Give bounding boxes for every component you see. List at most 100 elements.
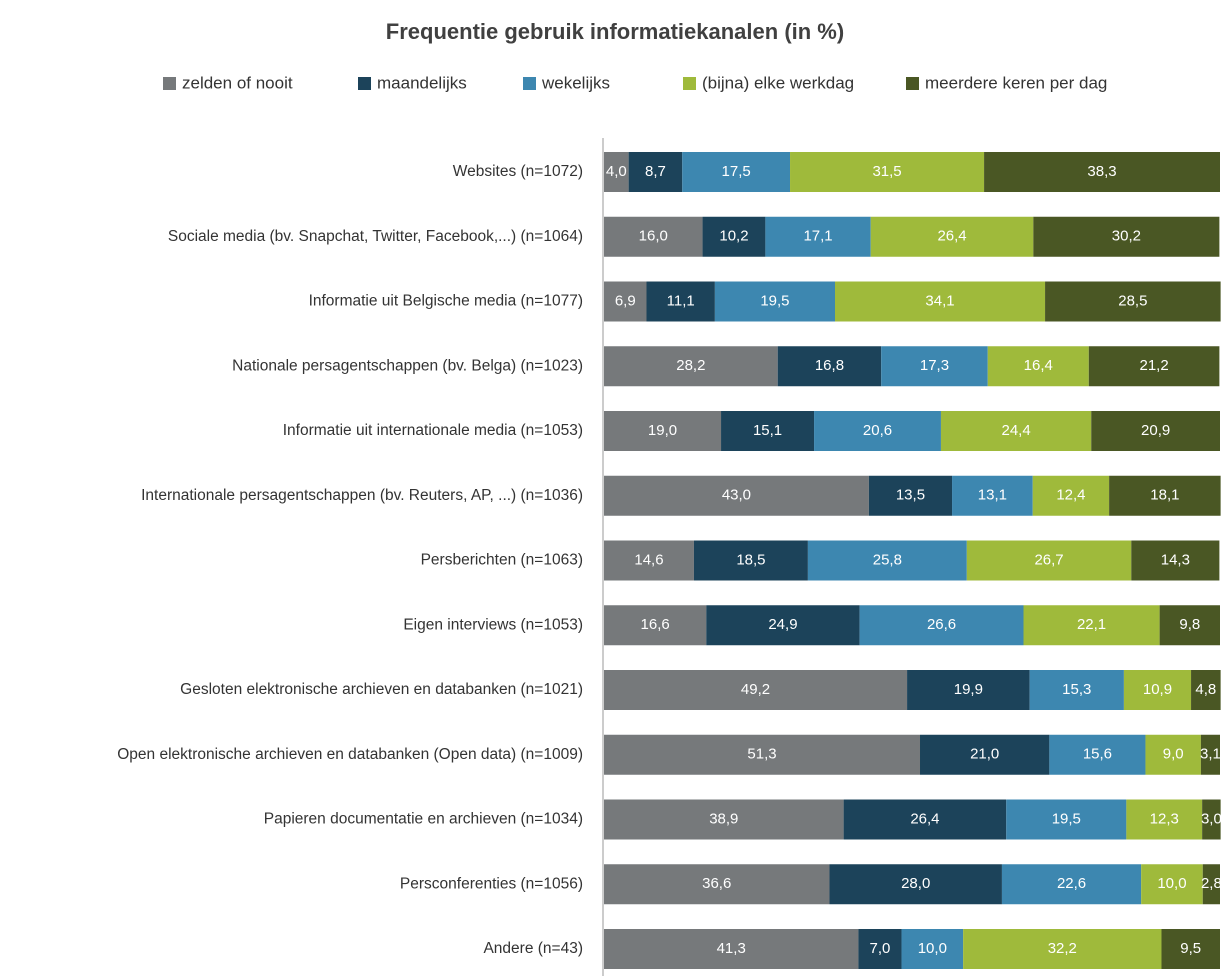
data-label: 49,2 [741,681,770,698]
bar-segment [706,605,860,646]
data-label: 30,2 [1112,228,1141,245]
bar-segment [682,152,791,192]
bar-segment [984,152,1220,192]
y-tick-label: Sociale media (bv. Snapchat, Twitter, Fa… [168,228,583,245]
legend-label: (bijna) elke werkdag [702,73,854,92]
bar-segment [843,799,1007,840]
bar-segment [721,411,815,451]
bar-segment [1088,346,1220,387]
data-label: 21,0 [970,746,999,763]
data-label: 3,0 [1201,810,1222,827]
bar-segment [881,346,988,387]
y-tick-label: Websites (n=1072) [453,163,583,180]
bar-segment [1109,475,1221,516]
bar-segment [604,929,859,969]
bar-segment [646,281,715,322]
data-label: 7,0 [870,940,891,957]
data-label: 13,5 [896,487,925,504]
data-label: 12,3 [1150,810,1179,827]
data-label: 12,4 [1056,487,1085,504]
legend-swatch [523,77,536,90]
data-label: 4,8 [1195,681,1216,698]
data-label: 28,0 [901,875,930,892]
data-label: 2,8 [1201,875,1222,892]
chart-title: Frequentie gebruik informatiekanalen (in… [386,19,844,44]
data-label: 43,0 [722,487,751,504]
bar-segment [604,670,908,710]
data-label: 16,4 [1024,357,1053,374]
data-label: 20,9 [1141,422,1170,439]
data-label: 26,7 [1034,551,1063,568]
bar-segment [859,605,1024,646]
bar-segment [1033,216,1220,257]
bar-segment [1161,929,1220,969]
bar-segment [987,346,1089,387]
bar-segment [1145,734,1201,775]
legend-label: wekelijks [541,73,610,92]
data-label: 41,3 [717,940,746,957]
data-label: 17,3 [920,357,949,374]
bar-segment [604,734,921,775]
bar-segment [604,346,778,387]
data-label: 10,2 [719,228,748,245]
data-label: 14,6 [634,551,663,568]
bar-segment [814,411,941,451]
data-label: 24,9 [768,616,797,633]
legend-label: maandelijks [377,73,467,92]
bar-segment [901,929,964,969]
y-tick-label: Internationale persagentschappen (bv. Re… [141,487,583,504]
bar-segment [963,929,1162,969]
bar-segment [777,346,882,387]
bar-segment [604,540,694,581]
data-label: 24,4 [1002,422,1031,439]
data-label: 16,8 [815,357,844,374]
y-tick-label: Gesloten elektronische archieven en data… [180,681,583,698]
data-label: 22,6 [1057,875,1086,892]
bar-segment [604,864,830,905]
legend-swatch [906,77,919,90]
bar-segment [604,281,647,322]
data-label: 18,1 [1150,487,1179,504]
data-label: 25,8 [873,551,902,568]
bar-segment [829,864,1002,905]
data-label: 11,1 [667,292,695,309]
y-tick-label: Papieren documentatie en archieven (n=10… [264,811,583,828]
data-label: 38,9 [709,810,738,827]
bar-segment [920,734,1050,775]
legend-swatch [683,77,696,90]
bar-segment [1200,734,1220,775]
data-label: 38,3 [1087,163,1116,180]
bar-segment [1202,864,1220,905]
data-label: 9,8 [1179,616,1200,633]
y-tick-label: Persberichten (n=1063) [421,552,583,569]
data-label: 20,6 [863,422,892,439]
data-label: 22,1 [1077,616,1106,633]
legend-label: zelden of nooit [182,73,293,92]
bar-segment [604,152,629,192]
data-label: 15,1 [753,422,782,439]
bar-segment [604,216,703,257]
data-label: 17,5 [722,163,751,180]
bar-segment [1006,799,1127,840]
data-label: 21,2 [1139,357,1168,374]
bar-segment [858,929,902,969]
bar-segment [1131,540,1220,581]
data-label: 14,3 [1161,551,1190,568]
legend-swatch [358,77,371,90]
data-label: 6,9 [615,292,636,309]
data-label: 36,6 [702,875,731,892]
bar-segment [604,799,844,840]
bar-segment [870,216,1034,257]
bar-segment [628,152,683,192]
bar-segment [1045,281,1221,322]
bar-segment [1029,670,1124,710]
bar-segment [790,152,985,192]
data-label: 19,5 [1052,810,1081,827]
y-tick-label: Open elektronische archieven en databank… [117,746,583,763]
bar-segment [907,670,1030,710]
data-label: 28,5 [1118,292,1147,309]
bar-segment [940,411,1092,451]
data-label: 8,7 [645,163,666,180]
bar-segment [807,540,967,581]
